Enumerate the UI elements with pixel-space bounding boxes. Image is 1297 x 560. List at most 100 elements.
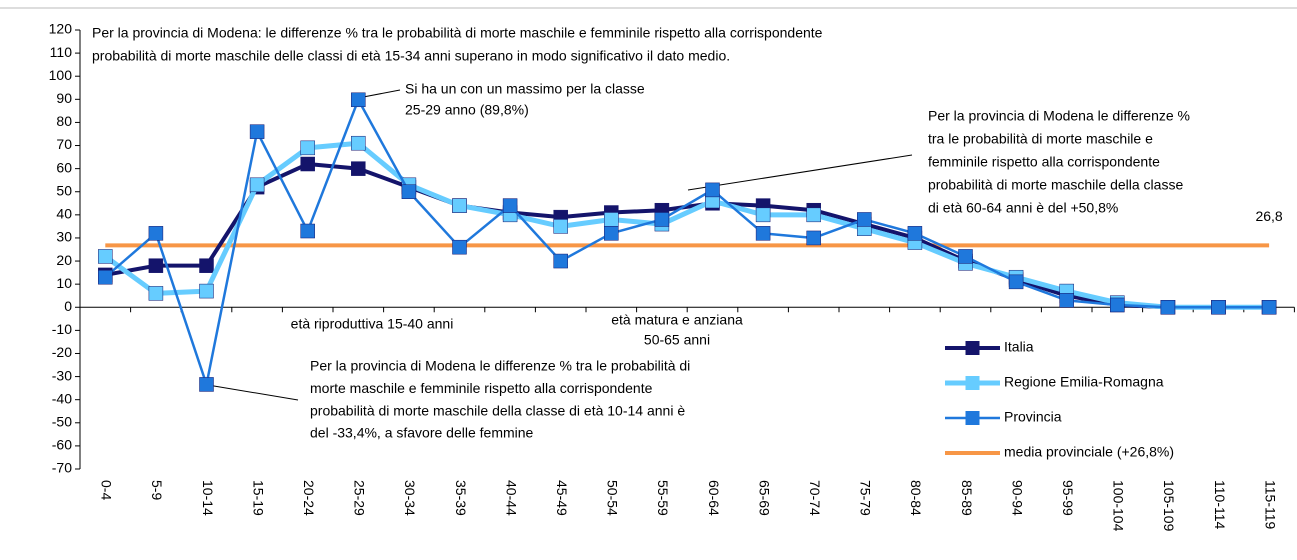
y-tick-label: -30: [52, 367, 72, 383]
annotation: del -33,4%, a sfavore delle femmine: [310, 425, 534, 441]
x-tick-label: 50-54: [605, 480, 621, 516]
marker: [755, 226, 771, 241]
y-tick-label: 60: [56, 159, 72, 175]
x-tick-label: 115-119: [1262, 480, 1278, 530]
series-line: [104, 98, 1270, 386]
marker: [148, 258, 164, 273]
marker: [1261, 300, 1277, 315]
marker: [452, 198, 467, 213]
marker: [98, 249, 113, 264]
marker: [857, 212, 872, 227]
marker: [452, 239, 467, 255]
y-tick-label: 90: [56, 90, 72, 106]
marker: [199, 258, 214, 273]
annotation: femminile rispetto alla corrispondente: [928, 154, 1160, 170]
annotation: età riproduttiva 15-40 anni: [291, 316, 454, 332]
legend-label: media provinciale (+26,8%): [1004, 444, 1174, 460]
marker: [199, 283, 214, 299]
marker: [351, 135, 366, 151]
marker: [351, 92, 366, 108]
marker: [705, 182, 720, 198]
annotation: età matura e anziana: [611, 312, 743, 328]
x-tick-label: 60-64: [706, 480, 722, 516]
annotation: probabilità di morte maschile della clas…: [310, 402, 685, 418]
annotation: Per la provincia di Modena: le differenz…: [92, 25, 823, 41]
y-tick-label: 70: [56, 136, 72, 152]
marker: [148, 286, 164, 301]
legend-label: Regione Emilia-Romagna: [1004, 374, 1164, 390]
x-tick-label: 35-39: [453, 480, 469, 516]
marker: [755, 207, 771, 223]
marker: [401, 184, 417, 199]
marker: [249, 177, 265, 193]
annotation: 50-65 anni: [644, 332, 710, 348]
leader-line: [687, 154, 913, 191]
y-tick-label: 80: [56, 113, 72, 129]
x-tick-label: 100-104: [1111, 480, 1127, 532]
x-tick-label: 30-34: [402, 480, 418, 516]
x-tick-label: 85-89: [959, 480, 975, 516]
x-tick-label: 70-74: [807, 480, 823, 516]
y-tick-label: 10: [56, 275, 72, 291]
y-tick-label: -10: [52, 321, 72, 337]
marker: [351, 161, 366, 176]
y-tick-label: -20: [52, 344, 72, 360]
x-tick-label: 90-94: [1009, 480, 1025, 516]
leader-line: [207, 384, 299, 401]
legend-marker: [965, 341, 980, 355]
annotation: 25-29 anno (89,8%): [405, 102, 529, 118]
series-line: [103, 140, 1270, 310]
marker: [604, 226, 619, 241]
x-tick-label: 45-49: [554, 480, 570, 516]
x-tick-label: 65-69: [756, 480, 772, 516]
y-tick-label: 0: [64, 298, 72, 314]
marker: [148, 226, 164, 241]
y-tick-label: 40: [56, 206, 72, 222]
x-tick-label: 80-84: [908, 480, 924, 516]
y-tick-label: 100: [49, 67, 73, 83]
x-tick-label: 25-29: [352, 480, 368, 516]
x-tick-label: 15-19: [250, 480, 266, 516]
marker: [604, 212, 619, 227]
marker: [654, 212, 670, 227]
x-tick-label: 40-44: [503, 480, 519, 516]
marker: [1008, 274, 1024, 290]
annotation: probabilità di morte maschile della clas…: [928, 177, 1183, 193]
x-tick-label: 20-24: [301, 480, 317, 516]
y-tick-label: -70: [52, 460, 72, 476]
marker: [249, 124, 265, 139]
marker: [300, 156, 315, 172]
y-tick-label: -40: [52, 390, 72, 406]
marker: [806, 207, 821, 223]
marker: [553, 219, 568, 234]
legend-marker: [965, 411, 980, 425]
annotation: Si ha un con un massimo per la classe: [405, 81, 645, 97]
marker: [806, 230, 821, 246]
marker: [300, 223, 315, 239]
legend-label: Provincia: [1004, 409, 1062, 425]
x-tick-label: 55-59: [655, 480, 671, 516]
marker: [300, 140, 315, 156]
y-tick-label: 120: [49, 21, 73, 37]
x-tick-label: 5-9: [149, 480, 165, 500]
annotation: probabilità di morte maschile delle clas…: [92, 48, 730, 64]
marker: [1059, 293, 1074, 308]
annotation: morte maschile e femminile rispetto alla…: [310, 380, 653, 396]
y-tick-label: 20: [56, 252, 72, 268]
marker: [1160, 300, 1176, 315]
annotation: di età 60-64 anni è del +50,8%: [928, 200, 1118, 216]
marker: [907, 226, 923, 241]
x-tick-label: 0-4: [99, 480, 115, 500]
x-tick-label: 110-114: [1212, 480, 1228, 530]
annotation: Per la provincia di Modena le differenze…: [928, 108, 1190, 124]
series-line: [104, 162, 1270, 310]
y-tick-label: 110: [50, 44, 73, 60]
marker: [502, 198, 518, 213]
annotation: tra le probabilità di morte maschile e: [928, 131, 1153, 147]
legend-label: Italia: [1004, 339, 1034, 355]
marker: [199, 377, 214, 392]
x-tick-label: 95-99: [1060, 480, 1076, 516]
marker: [1110, 297, 1125, 313]
data-label: 26,8: [1255, 208, 1282, 224]
